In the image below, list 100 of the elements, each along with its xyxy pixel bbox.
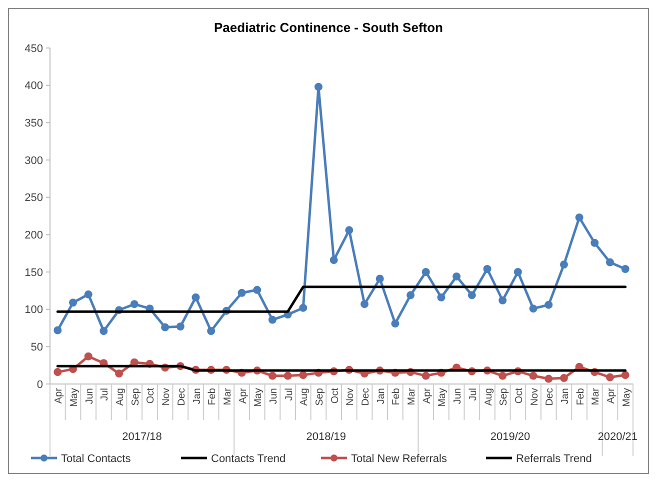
- point: [514, 268, 522, 276]
- point: [483, 265, 492, 274]
- x-tick-label: May: [253, 388, 264, 407]
- point: [468, 291, 476, 300]
- point: [575, 213, 584, 222]
- point: [192, 293, 200, 302]
- point: [54, 368, 62, 376]
- point: [69, 298, 78, 307]
- text: 2018/19: [306, 431, 346, 443]
- x-tick-label: Oct: [330, 388, 341, 404]
- x-tick-label: Apr: [422, 387, 433, 404]
- point: [452, 272, 461, 280]
- point: [422, 268, 430, 276]
- point: [422, 372, 430, 380]
- x-tick-label: Aug: [483, 388, 494, 406]
- x-tick-label: Apr: [54, 387, 65, 404]
- x-tick-label: Jan: [560, 388, 571, 404]
- x-tick-label: Sep: [130, 388, 142, 406]
- x-tick-label: Jun: [84, 388, 96, 404]
- x-tick-label: Oct: [514, 388, 525, 404]
- point: [84, 352, 92, 360]
- point: [529, 372, 538, 380]
- point: [161, 323, 170, 332]
- x-tick-label: Nov: [529, 388, 540, 406]
- point: [560, 260, 568, 269]
- point: [268, 316, 276, 324]
- point: [621, 265, 630, 274]
- legend-label: Contacts Trend: [211, 452, 286, 465]
- y-tick-label: 0: [36, 378, 43, 391]
- point: [345, 226, 354, 234]
- point: [498, 372, 507, 380]
- y-tick-label: 200: [24, 230, 43, 242]
- point: [606, 258, 614, 266]
- x-tick-label: Dec: [360, 388, 372, 406]
- point: [544, 374, 553, 383]
- x-tick-label: May: [69, 388, 80, 407]
- text: 2017/18: [122, 431, 162, 443]
- point: [621, 371, 630, 380]
- x-tick-label: Sep: [314, 388, 326, 406]
- x-tick-label: Jul: [100, 388, 111, 401]
- legend-label: Total Contacts: [61, 452, 132, 465]
- chart-title: Paediatric Continence - South Sefton: [214, 20, 444, 35]
- y-tick-label: 250: [24, 192, 43, 204]
- x-tick-label: Aug: [299, 388, 310, 406]
- x-tick-label: Mar: [590, 387, 602, 406]
- point: [376, 274, 384, 283]
- text: 2019/20: [490, 431, 530, 443]
- x-tick-label: Jul: [468, 388, 479, 401]
- x-tick-label: Feb: [391, 388, 402, 406]
- point: [391, 320, 400, 328]
- y-tick-label: 450: [24, 42, 43, 55]
- point: [437, 293, 446, 302]
- point: [176, 322, 184, 331]
- legend-label: Total New Referrals: [351, 452, 448, 465]
- x-tick-label: Nov: [161, 388, 172, 406]
- point: [544, 300, 553, 309]
- x-tick-label: Feb: [575, 388, 586, 406]
- point: [84, 290, 92, 298]
- point: [253, 286, 262, 294]
- x-tick-label: Mar: [406, 387, 418, 406]
- x-tick-label: Oct: [146, 388, 157, 404]
- y-tick-label: 100: [24, 304, 43, 316]
- point: [606, 373, 614, 382]
- point: [130, 300, 138, 308]
- text: 2020/21: [598, 431, 638, 443]
- x-tick-label: Aug: [115, 388, 126, 406]
- x-tick-label: Jun: [268, 388, 280, 404]
- point: [299, 304, 308, 312]
- point: [406, 291, 415, 300]
- y-tick-label: 300: [24, 154, 43, 167]
- point: [284, 372, 292, 380]
- point: [299, 371, 308, 380]
- x-tick-label: Jan: [376, 388, 387, 404]
- point: [100, 326, 108, 335]
- x-tick-label: Jul: [284, 388, 295, 401]
- point: [54, 326, 62, 334]
- x-tick-label: May: [437, 388, 448, 407]
- x-tick-label: Dec: [176, 388, 188, 406]
- y-tick-label: 400: [24, 80, 43, 92]
- y-tick-label: 350: [24, 118, 43, 130]
- legend-label: Referrals Trend: [516, 452, 592, 465]
- x-tick-label: Nov: [345, 388, 356, 406]
- x-tick-label: Sep: [498, 388, 510, 406]
- x-tick-label: Feb: [207, 388, 218, 406]
- x-tick-label: Jun: [452, 388, 464, 404]
- x-tick-label: Dec: [544, 388, 556, 406]
- point: [268, 372, 276, 380]
- point: [498, 296, 507, 304]
- x-tick-label: May: [621, 388, 632, 407]
- point: [207, 326, 216, 335]
- point: [238, 288, 246, 297]
- x-tick-label: Apr: [606, 387, 617, 404]
- x-tick-label: Apr: [238, 387, 249, 404]
- point: [314, 82, 322, 91]
- x-tick-label: Jan: [192, 388, 203, 404]
- point: [529, 304, 538, 313]
- point: [360, 300, 369, 308]
- y-tick-label: 150: [24, 266, 43, 279]
- point: [560, 374, 568, 382]
- x-tick-label: Mar: [222, 387, 234, 406]
